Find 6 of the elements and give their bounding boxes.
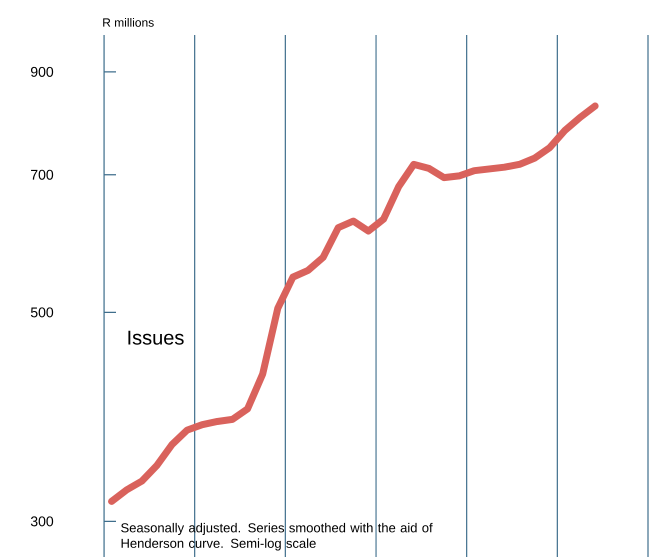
y-tick-label: 700 [31,170,54,180]
y-axis-title: R millions [103,18,154,27]
text: Issues [128,330,184,345]
y-tick-label: 300 [30,516,54,527]
y-tick-label: 900 [30,67,54,78]
y-tick-label: 500 [30,308,54,318]
